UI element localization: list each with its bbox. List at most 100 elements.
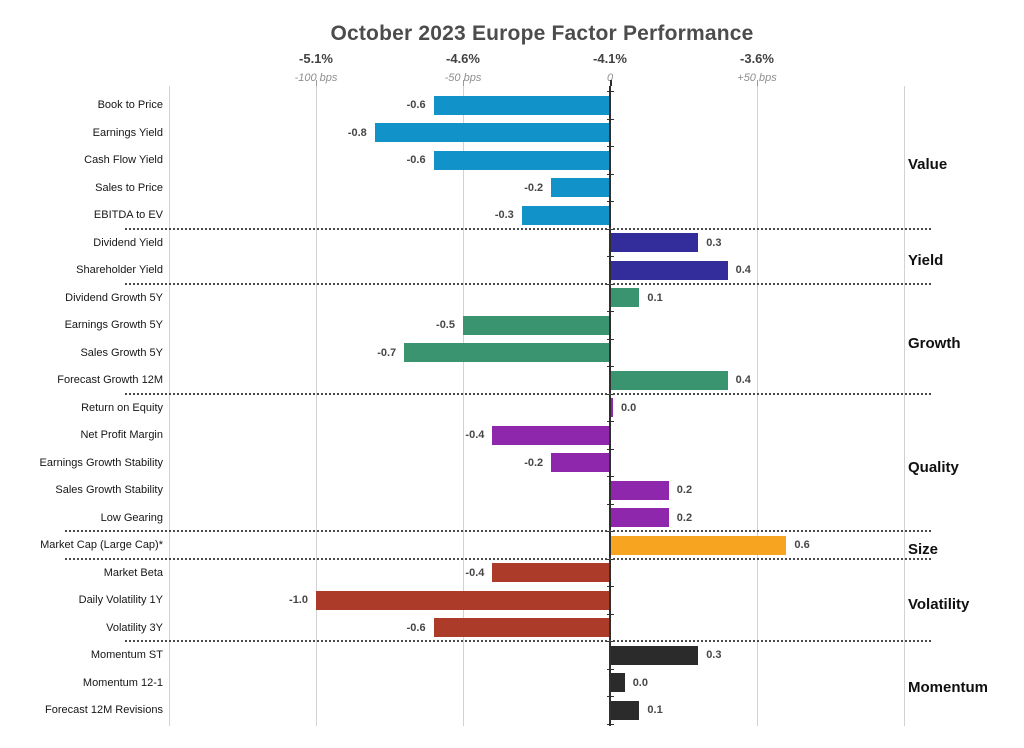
value-label-return-on-equity: 0.0	[620, 401, 637, 414]
category-label-forecast-12m-revisions: Forecast 12M Revisions	[45, 704, 163, 716]
value-label-dividend-yield: 0.3	[706, 236, 722, 249]
axis-bps-label: -100 bps	[294, 72, 338, 84]
bar-earnings-growth-5y	[463, 315, 610, 335]
bar-return-on-equity	[610, 398, 613, 417]
value-label-sales-growth-stability: 0.2	[676, 484, 693, 496]
bar-low-gearing	[610, 508, 669, 527]
category-label-volatility-3y: Volatility 3Y	[106, 621, 163, 634]
bar-book-to-price	[433, 95, 610, 115]
group-separator	[125, 640, 933, 643]
vertical-gridline	[315, 86, 317, 726]
category-label-sales-to-price: Sales to Price	[95, 181, 163, 194]
category-label-return-on-equity: Return on Equity	[81, 401, 163, 414]
bar-daily-volatility-1y	[316, 590, 610, 610]
axis-tick-mark	[462, 80, 464, 86]
value-label-market-cap-large-cap: 0.6	[794, 539, 810, 551]
group-label-value: Value	[908, 156, 948, 173]
value-label-volatility-3y: -0.6	[406, 621, 426, 634]
bar-ebitda-to-ev	[521, 205, 610, 225]
bar-volatility-3y	[433, 618, 610, 637]
axis-percent-label: -5.1%	[299, 51, 333, 66]
bar-cash-flow-yield	[433, 150, 610, 170]
axis-percent-label: -4.1%	[593, 51, 627, 66]
value-label-net-profit-margin: -0.4	[465, 429, 485, 441]
bar-momentum-12-1	[610, 673, 625, 692]
category-label-net-profit-margin: Net Profit Margin	[80, 429, 163, 441]
category-label-forecast-growth-12m: Forecast Growth 12M	[57, 374, 163, 386]
category-label-market-beta: Market Beta	[103, 566, 163, 579]
bar-forecast-growth-12m	[610, 370, 728, 390]
axis-bps-label: -50 bps	[444, 72, 482, 84]
bar-sales-growth-stability	[610, 480, 669, 500]
category-label-market-cap-large-cap: Market Cap (Large Cap)*	[40, 539, 163, 551]
group-label-yield: Yield	[908, 252, 944, 270]
vertical-gridline	[756, 86, 758, 726]
group-label-volatility: Volatility	[908, 596, 970, 613]
axis-tick-mark	[315, 80, 317, 86]
value-label-earnings-yield: -0.8	[347, 126, 367, 139]
value-label-dividend-growth-5y: 0.1	[647, 291, 663, 304]
bar-net-profit-margin	[492, 425, 610, 445]
vertical-gridline	[462, 86, 464, 726]
value-label-cash-flow-yield: -0.6	[406, 154, 426, 166]
bar-market-beta	[492, 563, 610, 582]
group-separator	[125, 282, 933, 285]
bar-forecast-12m-revisions	[610, 700, 640, 720]
category-label-cash-flow-yield: Cash Flow Yield	[84, 154, 163, 166]
category-label-dividend-growth-5y: Dividend Growth 5Y	[65, 291, 163, 304]
category-label-shareholder-yield: Shareholder Yield	[76, 264, 163, 276]
axis-bps-label: +50 bps	[737, 72, 777, 84]
value-label-earnings-growth-5y: -0.5	[436, 319, 455, 331]
category-label-daily-volatility-1y: Daily Volatility 1Y	[78, 594, 163, 606]
value-label-momentum-12-1: 0.0	[632, 676, 648, 689]
value-label-earnings-growth-stability: -0.2	[524, 456, 544, 469]
category-label-momentum-12-1: Momentum 12-1	[82, 676, 163, 689]
vertical-gridline	[168, 86, 170, 726]
group-separator	[65, 530, 933, 533]
bar-sales-to-price	[551, 178, 610, 197]
bar-market-cap-large-cap	[610, 535, 787, 555]
value-label-sales-to-price: -0.2	[524, 181, 544, 194]
group-separator	[65, 557, 933, 560]
bar-sales-growth-5y	[404, 343, 610, 362]
value-label-sales-growth-5y: -0.7	[377, 346, 397, 359]
value-label-forecast-growth-12m: 0.4	[735, 374, 751, 386]
bar-momentum-st	[610, 645, 699, 665]
category-label-momentum-st: Momentum ST	[90, 649, 163, 661]
zero-axis-line	[609, 86, 611, 726]
group-label-growth: Growth	[908, 334, 961, 352]
value-label-market-beta: -0.4	[465, 566, 485, 579]
group-label-size: Size	[908, 541, 939, 558]
axis-bps-label: 0	[606, 72, 614, 84]
category-label-sales-growth-stability: Sales Growth Stability	[55, 484, 163, 496]
axis-tick-mark	[609, 80, 612, 86]
axis-percent-label: -4.6%	[446, 51, 480, 66]
value-label-shareholder-yield: 0.4	[735, 264, 751, 276]
value-label-forecast-12m-revisions: 0.1	[647, 704, 663, 716]
bar-shareholder-yield	[610, 260, 728, 280]
group-separator	[125, 392, 933, 395]
axis-tick-mark	[756, 80, 758, 86]
value-label-low-gearing: 0.2	[676, 511, 693, 524]
value-label-book-to-price: -0.6	[406, 99, 426, 111]
value-label-momentum-st: 0.3	[706, 649, 722, 661]
chart-title: October 2023 Europe Factor Performance	[330, 22, 754, 45]
bar-earnings-yield	[374, 123, 610, 142]
vertical-gridline	[903, 86, 905, 726]
bar-earnings-growth-stability	[551, 453, 610, 472]
bar-dividend-growth-5y	[610, 288, 640, 307]
value-label-daily-volatility-1y: -1.0	[289, 594, 308, 606]
category-label-dividend-yield: Dividend Yield	[93, 236, 163, 249]
category-label-ebitda-to-ev: EBITDA to EV	[93, 209, 163, 221]
group-label-quality: Quality	[908, 458, 959, 476]
group-separator	[125, 227, 933, 230]
group-label-momentum: Momentum	[908, 678, 988, 696]
category-label-book-to-price: Book to Price	[97, 99, 163, 111]
category-label-sales-growth-5y: Sales Growth 5Y	[80, 346, 163, 359]
category-label-earnings-growth-stability: Earnings Growth Stability	[39, 456, 164, 469]
value-label-ebitda-to-ev: -0.3	[494, 209, 514, 221]
category-label-low-gearing: Low Gearing	[100, 511, 163, 524]
category-label-earnings-yield: Earnings Yield	[92, 126, 163, 139]
axis-percent-label: -3.6%	[740, 51, 774, 66]
